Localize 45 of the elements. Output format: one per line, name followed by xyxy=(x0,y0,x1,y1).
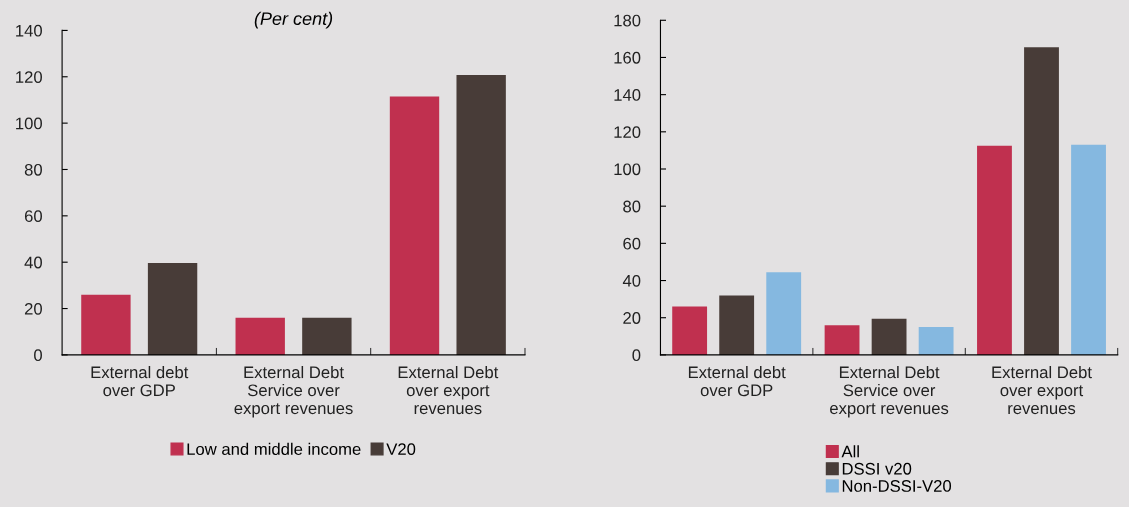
bar xyxy=(977,145,1012,355)
y-tick-label: 0 xyxy=(632,349,641,362)
legend-label: V20 xyxy=(386,443,416,456)
legend-label: DSSI v20 xyxy=(842,462,912,475)
y-tick-label: 160 xyxy=(614,51,641,64)
bar xyxy=(81,294,131,355)
bar xyxy=(918,327,954,355)
bar xyxy=(719,295,755,355)
y-tick-label: 100 xyxy=(16,117,42,130)
bar xyxy=(389,96,440,355)
x-tick-label: External Debt over export revenues xyxy=(398,366,499,415)
y-tick-label: 120 xyxy=(614,126,641,139)
bar xyxy=(456,74,506,355)
y-tick-label: 60 xyxy=(24,210,42,223)
legend-label: All xyxy=(841,445,859,458)
bar xyxy=(672,306,708,355)
y-tick-label: 100 xyxy=(614,163,641,176)
y-tick-label: 60 xyxy=(623,237,641,250)
y-tick-label: 0 xyxy=(34,349,42,362)
bar xyxy=(871,318,907,355)
y-tick-label: 80 xyxy=(623,200,641,213)
bar xyxy=(824,325,860,355)
y-tick-label: 40 xyxy=(622,274,641,287)
legend-label: Non-DSSI-V20 xyxy=(842,480,952,492)
y-tick-label: 80 xyxy=(24,163,42,176)
x-tick-label: External Debt Service over export revenues xyxy=(830,366,949,418)
bar xyxy=(1024,47,1059,355)
y-tick-label: 40 xyxy=(24,256,42,269)
y-tick-label: 20 xyxy=(24,302,42,315)
y-tick-label: 140 xyxy=(16,24,42,37)
bar xyxy=(766,272,802,355)
x-tick-label: External debt over GDP xyxy=(91,366,189,397)
x-tick-label: External Debt Service over export revenues xyxy=(234,366,353,418)
legend-label: Low and middle income xyxy=(187,442,361,456)
y-tick-label: 120 xyxy=(16,71,42,83)
bar xyxy=(235,317,285,355)
y-tick-label: 180 xyxy=(614,14,641,27)
bar xyxy=(1071,144,1106,355)
x-tick-label: External debt over GDP xyxy=(688,366,786,397)
y-tick-label: 140 xyxy=(614,89,641,101)
bar xyxy=(147,262,198,355)
x-tick-label: External Debt over export revenues xyxy=(992,366,1092,415)
chart-title: (Per cent) xyxy=(254,11,333,29)
bar xyxy=(302,317,352,355)
y-tick-label: 20 xyxy=(623,312,641,324)
